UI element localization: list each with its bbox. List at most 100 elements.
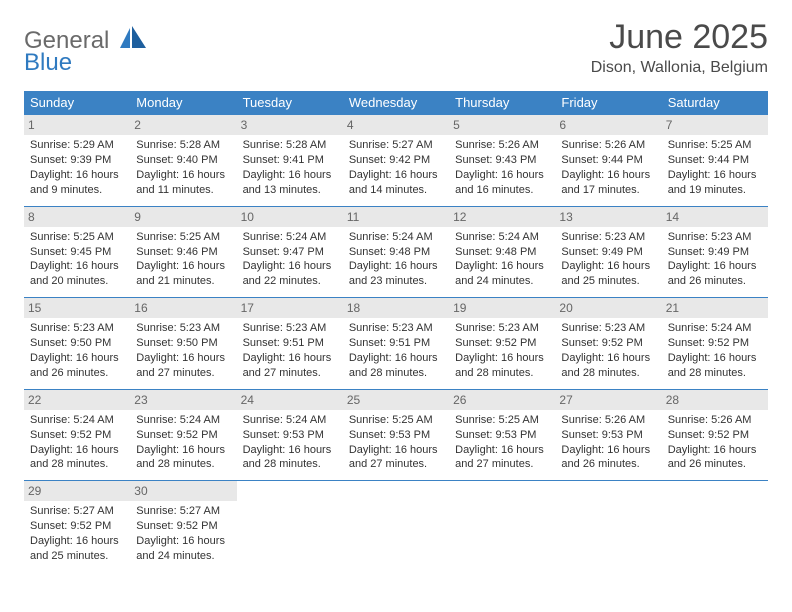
- daylight-line: Daylight: 16 hours and 26 minutes.: [668, 259, 762, 289]
- day-number: 29: [24, 481, 130, 501]
- day-number: 26: [449, 390, 555, 410]
- day-number: 10: [237, 207, 343, 227]
- day-cell: 9Sunrise: 5:25 AMSunset: 9:46 PMDaylight…: [130, 206, 236, 298]
- sunset-line: Sunset: 9:48 PM: [349, 245, 443, 260]
- day-header: Saturday: [662, 91, 768, 115]
- day-number: 3: [237, 115, 343, 135]
- day-cell: 6Sunrise: 5:26 AMSunset: 9:44 PMDaylight…: [555, 115, 661, 207]
- empty-cell: [237, 481, 343, 572]
- day-number: 22: [24, 390, 130, 410]
- day-header: Tuesday: [237, 91, 343, 115]
- daylight-line: Daylight: 16 hours and 9 minutes.: [30, 168, 124, 198]
- daylight-line: Daylight: 16 hours and 25 minutes.: [30, 534, 124, 564]
- day-cell: 3Sunrise: 5:28 AMSunset: 9:41 PMDaylight…: [237, 115, 343, 207]
- sunset-line: Sunset: 9:52 PM: [561, 336, 655, 351]
- daylight-line: Daylight: 16 hours and 25 minutes.: [561, 259, 655, 289]
- daylight-line: Daylight: 16 hours and 22 minutes.: [243, 259, 337, 289]
- daylight-line: Daylight: 16 hours and 19 minutes.: [668, 168, 762, 198]
- day-cell: 4Sunrise: 5:27 AMSunset: 9:42 PMDaylight…: [343, 115, 449, 207]
- day-cell: 21Sunrise: 5:24 AMSunset: 9:52 PMDayligh…: [662, 298, 768, 390]
- sunrise-line: Sunrise: 5:26 AM: [561, 138, 655, 153]
- sunset-line: Sunset: 9:52 PM: [136, 519, 230, 534]
- day-cell: 25Sunrise: 5:25 AMSunset: 9:53 PMDayligh…: [343, 389, 449, 481]
- sunrise-line: Sunrise: 5:29 AM: [30, 138, 124, 153]
- day-number: 9: [130, 207, 236, 227]
- day-number: 4: [343, 115, 449, 135]
- sunrise-line: Sunrise: 5:24 AM: [243, 230, 337, 245]
- day-number: 14: [662, 207, 768, 227]
- daylight-line: Daylight: 16 hours and 14 minutes.: [349, 168, 443, 198]
- day-number: 7: [662, 115, 768, 135]
- sunset-line: Sunset: 9:39 PM: [30, 153, 124, 168]
- day-cell: 11Sunrise: 5:24 AMSunset: 9:48 PMDayligh…: [343, 206, 449, 298]
- sunset-line: Sunset: 9:41 PM: [243, 153, 337, 168]
- sunrise-line: Sunrise: 5:23 AM: [349, 321, 443, 336]
- day-cell: 30Sunrise: 5:27 AMSunset: 9:52 PMDayligh…: [130, 481, 236, 572]
- day-cell: 8Sunrise: 5:25 AMSunset: 9:45 PMDaylight…: [24, 206, 130, 298]
- sunrise-line: Sunrise: 5:23 AM: [455, 321, 549, 336]
- day-number: 8: [24, 207, 130, 227]
- day-header-row: Sunday Monday Tuesday Wednesday Thursday…: [24, 91, 768, 115]
- sunset-line: Sunset: 9:48 PM: [455, 245, 549, 260]
- calendar-table: Sunday Monday Tuesday Wednesday Thursday…: [24, 91, 768, 572]
- logo: General Blue: [24, 18, 146, 73]
- sunrise-line: Sunrise: 5:25 AM: [668, 138, 762, 153]
- sunset-line: Sunset: 9:52 PM: [136, 428, 230, 443]
- calendar-week: 1Sunrise: 5:29 AMSunset: 9:39 PMDaylight…: [24, 115, 768, 207]
- calendar-body: 1Sunrise: 5:29 AMSunset: 9:39 PMDaylight…: [24, 115, 768, 572]
- day-cell: 7Sunrise: 5:25 AMSunset: 9:44 PMDaylight…: [662, 115, 768, 207]
- day-number: 23: [130, 390, 236, 410]
- sunset-line: Sunset: 9:49 PM: [561, 245, 655, 260]
- daylight-line: Daylight: 16 hours and 28 minutes.: [136, 443, 230, 473]
- day-number: 27: [555, 390, 661, 410]
- sunset-line: Sunset: 9:45 PM: [30, 245, 124, 260]
- sunrise-line: Sunrise: 5:28 AM: [243, 138, 337, 153]
- day-cell: 15Sunrise: 5:23 AMSunset: 9:50 PMDayligh…: [24, 298, 130, 390]
- day-number: 6: [555, 115, 661, 135]
- sunset-line: Sunset: 9:43 PM: [455, 153, 549, 168]
- daylight-line: Daylight: 16 hours and 11 minutes.: [136, 168, 230, 198]
- day-header: Monday: [130, 91, 236, 115]
- day-cell: 1Sunrise: 5:29 AMSunset: 9:39 PMDaylight…: [24, 115, 130, 207]
- daylight-line: Daylight: 16 hours and 24 minutes.: [455, 259, 549, 289]
- day-cell: 22Sunrise: 5:24 AMSunset: 9:52 PMDayligh…: [24, 389, 130, 481]
- sunrise-line: Sunrise: 5:28 AM: [136, 138, 230, 153]
- daylight-line: Daylight: 16 hours and 21 minutes.: [136, 259, 230, 289]
- day-number: 12: [449, 207, 555, 227]
- day-number: 16: [130, 298, 236, 318]
- day-number: 2: [130, 115, 236, 135]
- sunset-line: Sunset: 9:40 PM: [136, 153, 230, 168]
- day-number: 20: [555, 298, 661, 318]
- sunrise-line: Sunrise: 5:27 AM: [349, 138, 443, 153]
- daylight-line: Daylight: 16 hours and 28 minutes.: [668, 351, 762, 381]
- sunset-line: Sunset: 9:46 PM: [136, 245, 230, 260]
- sunset-line: Sunset: 9:44 PM: [561, 153, 655, 168]
- day-cell: 23Sunrise: 5:24 AMSunset: 9:52 PMDayligh…: [130, 389, 236, 481]
- sunset-line: Sunset: 9:52 PM: [668, 428, 762, 443]
- sunrise-line: Sunrise: 5:23 AM: [561, 230, 655, 245]
- day-header: Thursday: [449, 91, 555, 115]
- sunset-line: Sunset: 9:50 PM: [136, 336, 230, 351]
- daylight-line: Daylight: 16 hours and 27 minutes.: [136, 351, 230, 381]
- day-cell: 29Sunrise: 5:27 AMSunset: 9:52 PMDayligh…: [24, 481, 130, 572]
- daylight-line: Daylight: 16 hours and 28 minutes.: [455, 351, 549, 381]
- empty-cell: [555, 481, 661, 572]
- daylight-line: Daylight: 16 hours and 27 minutes.: [349, 443, 443, 473]
- day-cell: 2 Sunrise: 5:28 AMSunset: 9:40 PMDaylight…: [130, 115, 236, 207]
- calendar-week: 29Sunrise: 5:27 AMSunset: 9:52 PMDayligh…: [24, 481, 768, 572]
- sunrise-line: Sunrise: 5:25 AM: [30, 230, 124, 245]
- sunrise-line: Sunrise: 5:24 AM: [243, 413, 337, 428]
- day-number: 11: [343, 207, 449, 227]
- day-number: 17: [237, 298, 343, 318]
- day-cell: 13Sunrise: 5:23 AMSunset: 9:49 PMDayligh…: [555, 206, 661, 298]
- day-header: Sunday: [24, 91, 130, 115]
- sunset-line: Sunset: 9:51 PM: [349, 336, 443, 351]
- day-cell: 26Sunrise: 5:25 AMSunset: 9:53 PMDayligh…: [449, 389, 555, 481]
- sunset-line: Sunset: 9:52 PM: [30, 428, 124, 443]
- day-cell: 28Sunrise: 5:26 AMSunset: 9:52 PMDayligh…: [662, 389, 768, 481]
- day-number: 5: [449, 115, 555, 135]
- day-number: 21: [662, 298, 768, 318]
- daylight-line: Daylight: 16 hours and 26 minutes.: [30, 351, 124, 381]
- sail-icon: [120, 26, 146, 48]
- day-number: 28: [662, 390, 768, 410]
